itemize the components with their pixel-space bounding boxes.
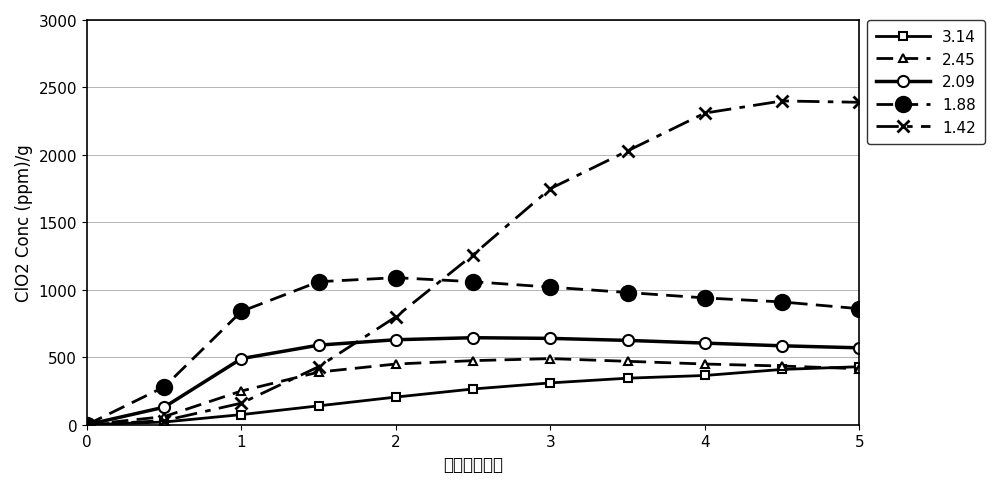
2.45 [776,364,788,369]
X-axis label: 时间（小时）: 时间（小时） [443,455,503,473]
2.09 [390,337,402,343]
Y-axis label: ClO2 Conc (ppm)/g: ClO2 Conc (ppm)/g [15,144,33,302]
2.09 [81,422,93,428]
3.14 [699,373,711,379]
2.45 [853,366,865,372]
1.42 [699,111,711,117]
1.42 [313,364,325,370]
1.42 [235,400,247,406]
Line: 1.42: 1.42 [81,96,866,431]
1.88 [853,306,865,312]
2.45 [622,359,634,365]
1.88 [699,295,711,301]
1.42 [390,314,402,320]
2.09 [622,338,634,344]
Legend: 3.14, 2.45, 2.09, 1.88, 1.42: 3.14, 2.45, 2.09, 1.88, 1.42 [867,21,985,144]
Line: 2.45: 2.45 [83,355,864,429]
3.14 [467,386,479,392]
1.42 [622,149,634,155]
1.88 [235,309,247,315]
2.09 [158,405,170,410]
1.88 [158,384,170,390]
1.42 [853,100,865,106]
2.45 [235,388,247,394]
2.09 [776,343,788,349]
2.09 [235,356,247,362]
3.14 [158,419,170,425]
3.14 [81,422,93,428]
Line: 1.88: 1.88 [79,270,867,432]
1.42 [544,186,556,192]
Line: 2.09: 2.09 [81,332,865,430]
2.09 [467,335,479,341]
3.14 [235,412,247,418]
3.14 [544,380,556,386]
Line: 3.14: 3.14 [83,363,864,429]
1.42 [776,99,788,104]
1.42 [467,252,479,258]
3.14 [853,364,865,370]
2.45 [313,369,325,375]
1.88 [390,275,402,281]
2.45 [544,356,556,362]
2.45 [467,358,479,364]
1.88 [313,279,325,285]
1.88 [622,290,634,296]
2.09 [853,345,865,351]
1.88 [467,279,479,285]
1.88 [776,300,788,305]
3.14 [622,375,634,381]
2.09 [313,343,325,348]
1.88 [81,422,93,428]
2.09 [544,336,556,342]
1.42 [81,422,93,428]
2.09 [699,341,711,346]
1.88 [544,285,556,290]
2.45 [158,414,170,420]
3.14 [776,366,788,372]
3.14 [313,403,325,409]
2.45 [81,422,93,428]
3.14 [390,394,402,400]
1.42 [158,418,170,424]
2.45 [390,361,402,367]
2.45 [699,361,711,367]
